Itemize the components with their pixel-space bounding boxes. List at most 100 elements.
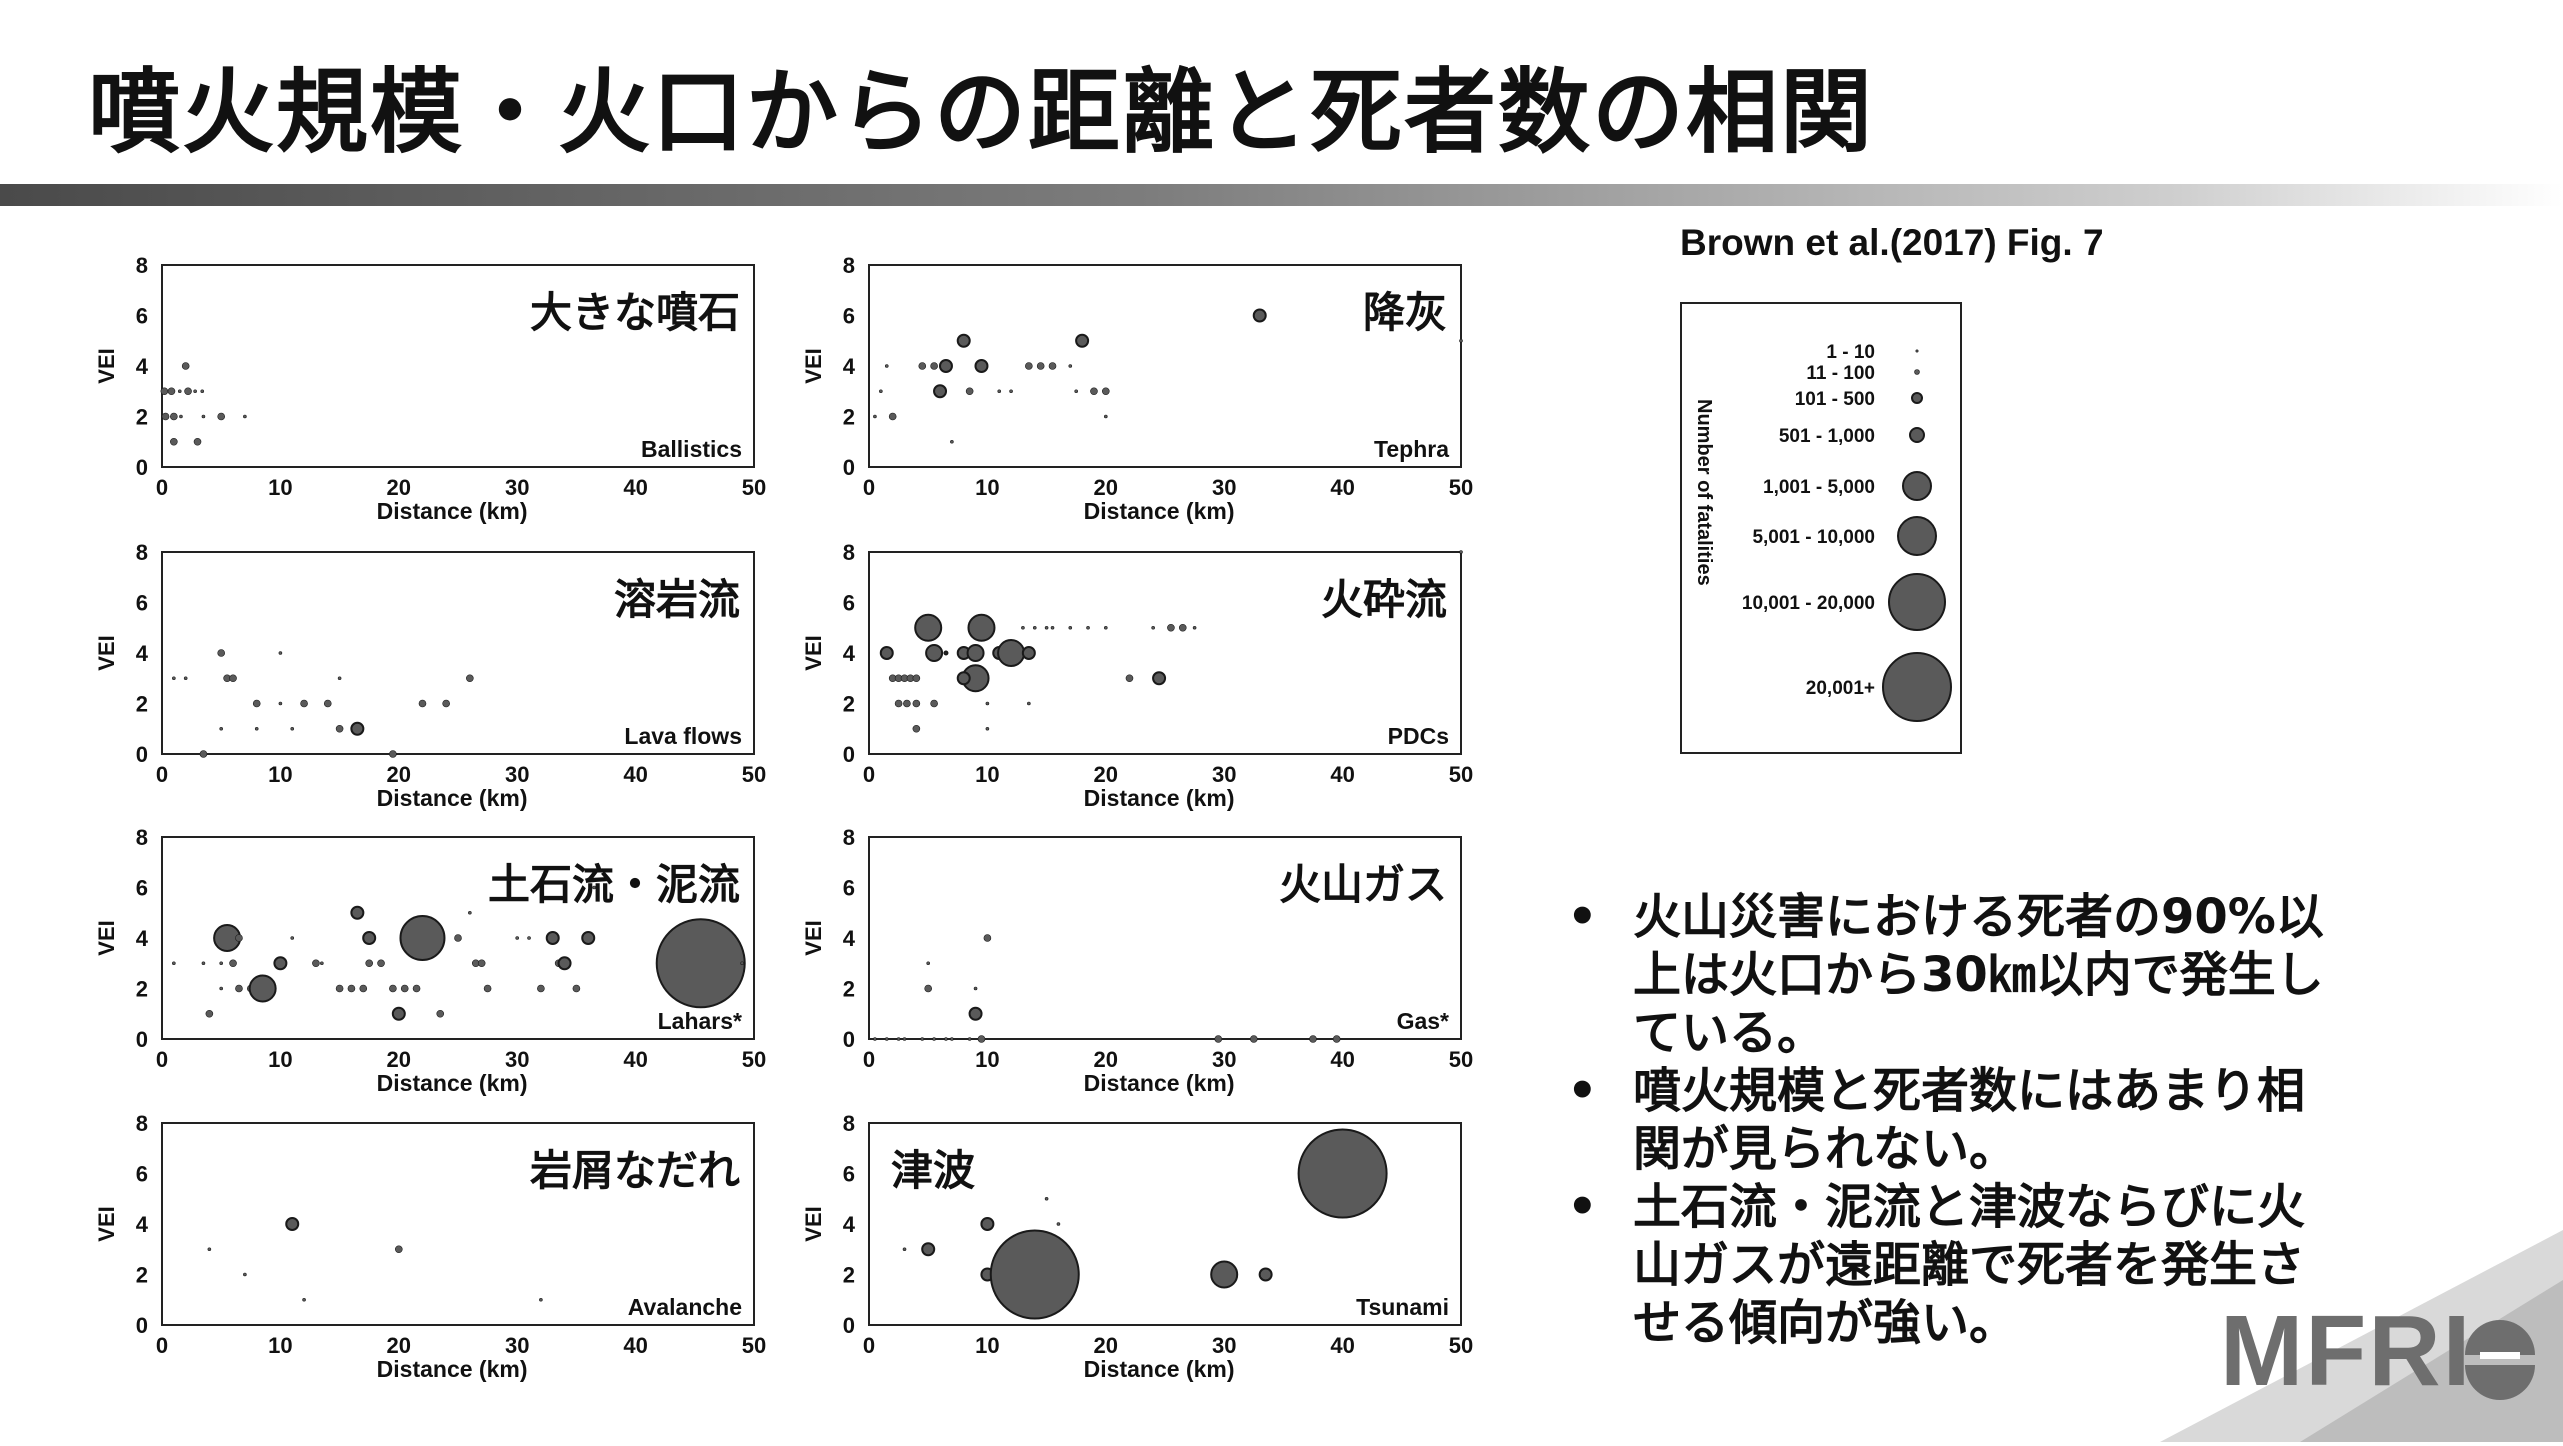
- data-point: [217, 649, 225, 657]
- x-tick-label: 40: [1330, 475, 1354, 500]
- data-point: [323, 699, 332, 708]
- data-point: [278, 651, 283, 655]
- y-tick-label: 6: [843, 591, 855, 616]
- data-point: [1021, 646, 1036, 660]
- legend-item-label: 101 - 500: [1795, 389, 1875, 410]
- data-point: [1297, 1128, 1388, 1219]
- data-point: [454, 934, 462, 942]
- y-tick-label: 8: [136, 825, 148, 850]
- x-tick-label: 30: [1212, 1047, 1236, 1072]
- panel-title-en: Gas*: [1397, 1008, 1449, 1034]
- x-tick-label: 10: [268, 1333, 292, 1358]
- data-point: [394, 1245, 403, 1254]
- data-point: [965, 387, 974, 396]
- data-point: [243, 1272, 247, 1277]
- data-point: [997, 639, 1026, 667]
- data-point: [896, 1037, 901, 1041]
- y-axis-label: VEI: [94, 635, 119, 670]
- data-point: [350, 721, 365, 736]
- y-tick-label: 6: [136, 1162, 148, 1187]
- data-point: [177, 389, 182, 394]
- x-tick-label: 0: [863, 762, 875, 787]
- y-tick-label: 8: [136, 540, 148, 565]
- panel-title-jp: 津波: [891, 1146, 975, 1195]
- data-point: [1258, 1267, 1273, 1282]
- data-point: [278, 701, 283, 706]
- plot-frame: [868, 836, 1462, 1040]
- panel-title-en: Lahars*: [658, 1008, 742, 1034]
- x-tick-label: 30: [1212, 1333, 1236, 1358]
- x-tick-label: 50: [1449, 762, 1473, 787]
- x-tick-label: 20: [387, 1047, 411, 1072]
- data-point: [527, 936, 531, 940]
- y-tick-label: 2: [136, 405, 148, 430]
- x-tick-label: 40: [623, 1047, 647, 1072]
- legend-item-label: 501 - 1,000: [1779, 426, 1875, 447]
- panel-title-jp: 火砕流: [1321, 575, 1447, 624]
- legend-size-marker: [1882, 652, 1952, 722]
- data-point: [873, 1037, 877, 1041]
- data-point: [335, 984, 344, 993]
- y-axis-label: VEI: [801, 635, 826, 670]
- data-point: [879, 646, 894, 660]
- legend-size-marker: [1915, 349, 1919, 353]
- legend-size-marker: [1888, 573, 1946, 631]
- data-point: [914, 613, 943, 642]
- x-tick-label: 20: [387, 762, 411, 787]
- data-point: [312, 959, 320, 968]
- data-point: [1151, 625, 1155, 630]
- y-tick-label: 8: [843, 253, 855, 278]
- data-point: [468, 910, 472, 915]
- y-tick-label: 6: [843, 876, 855, 901]
- scatter-panel: 0 2 4 6 8 0 10 20 30 40 50 Distance (km) VEI 岩屑なだれ Ava…: [94, 1111, 766, 1382]
- data-point: [389, 750, 397, 758]
- data-point: [1104, 625, 1108, 630]
- data-point: [273, 956, 288, 971]
- y-tick-label: 0: [136, 455, 148, 480]
- data-point: [300, 699, 308, 708]
- x-tick-label: 10: [268, 1047, 292, 1072]
- data-point: [884, 1037, 889, 1041]
- x-tick-label: 40: [1330, 1047, 1354, 1072]
- data-point: [926, 961, 931, 966]
- x-tick-label: 10: [975, 475, 999, 500]
- data-point: [1167, 623, 1175, 632]
- x-tick-label: 0: [156, 1047, 168, 1072]
- data-point: [973, 986, 978, 991]
- data-point: [477, 959, 486, 968]
- data-point: [219, 726, 223, 731]
- data-point: [557, 956, 572, 971]
- data-point: [170, 437, 178, 446]
- panel-title-en: Avalanche: [628, 1294, 742, 1320]
- data-point: [956, 333, 971, 348]
- data-point: [389, 984, 397, 993]
- x-tick-label: 0: [156, 762, 168, 787]
- data-point: [235, 984, 243, 993]
- data-point: [902, 1247, 907, 1252]
- data-point: [365, 959, 374, 968]
- x-tick-label: 40: [1330, 762, 1354, 787]
- data-point: [977, 1035, 986, 1043]
- data-point: [968, 1006, 983, 1021]
- data-point: [193, 437, 202, 446]
- x-tick-label: 50: [742, 475, 766, 500]
- scatter-panel: 0 2 4 6 8 0 10 20 30 40 50 Distance (km) VEI 溶岩流 Lava …: [94, 540, 766, 811]
- data-point: [1178, 623, 1187, 632]
- data-point: [302, 1297, 306, 1302]
- y-tick-label: 8: [843, 825, 855, 850]
- data-point: [930, 362, 938, 370]
- x-tick-label: 10: [975, 762, 999, 787]
- legend-size-marker: [1911, 392, 1923, 404]
- data-point: [1459, 550, 1463, 554]
- data-point: [537, 984, 545, 993]
- legend-item-label: 1,001 - 5,000: [1763, 477, 1875, 498]
- bullet-item: 火山災害における死者の90%以上は火口から30㎞以内で発生している。: [1565, 888, 2325, 1062]
- data-point: [1044, 625, 1049, 630]
- x-tick-label: 50: [1449, 1047, 1473, 1072]
- y-tick-label: 6: [136, 591, 148, 616]
- panel-title-en: PDCs: [1388, 723, 1449, 749]
- x-tick-label: 0: [156, 1333, 168, 1358]
- x-tick-label: 0: [863, 475, 875, 500]
- y-tick-label: 2: [843, 692, 855, 717]
- x-tick-label: 50: [742, 1333, 766, 1358]
